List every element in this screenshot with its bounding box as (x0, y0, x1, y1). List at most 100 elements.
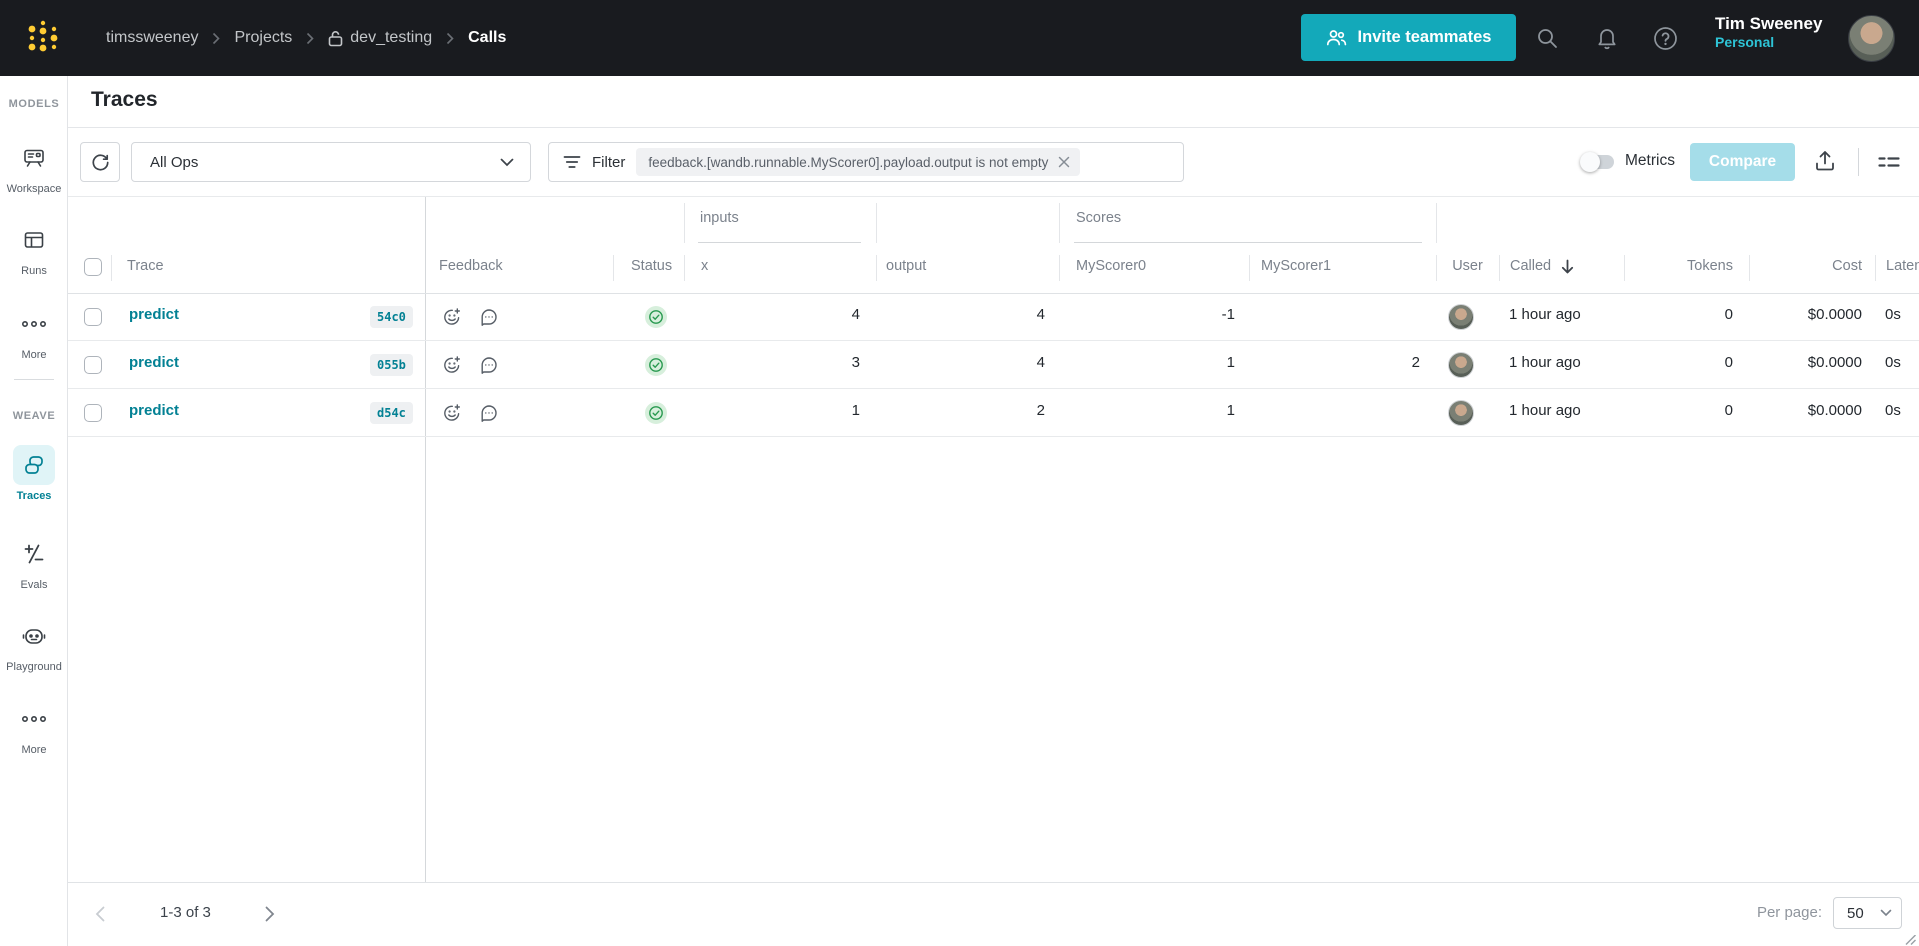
header-bottom-border (68, 293, 1919, 294)
status-success-icon (645, 402, 667, 424)
column-header-trace[interactable]: Trace (127, 258, 164, 274)
cell-output: 2 (1036, 402, 1045, 419)
invite-teammates-label: Invite teammates (1357, 28, 1492, 46)
sort-desc-arrow-icon[interactable] (1561, 259, 1574, 274)
table-row[interactable]: predict 055b 3 4 1 2 1 hour ago 0 $0.000… (68, 341, 1919, 389)
trace-op-link[interactable]: predict (129, 306, 180, 323)
column-group-inputs: inputs (700, 210, 739, 226)
column-header-output[interactable]: output (886, 258, 927, 274)
sidebar-item-more-models[interactable]: More (0, 304, 68, 361)
cell-tokens: 0 (1724, 402, 1733, 419)
filter-chip[interactable]: feedback.[wandb.runnable.MyScorer0].payl… (636, 148, 1081, 176)
row-checkbox[interactable] (84, 308, 102, 326)
column-header-called[interactable]: Called (1510, 258, 1574, 274)
resize-grip[interactable] (1904, 935, 1916, 945)
sidebar-item-label: Evals (20, 579, 48, 591)
column-header-myscorer0[interactable]: MyScorer0 (1076, 258, 1147, 274)
search-icon[interactable] (1532, 23, 1562, 53)
top-navbar: timssweeney Projects dev_testing Calls I… (0, 0, 1919, 76)
remove-filter-icon[interactable] (1058, 156, 1070, 168)
group-divider (684, 203, 685, 243)
column-header-called-label: Called (1510, 258, 1552, 274)
trace-op-link[interactable]: predict (129, 402, 180, 419)
trace-op-link[interactable]: predict (129, 354, 180, 371)
help-icon[interactable] (1650, 23, 1680, 53)
user-avatar (1448, 304, 1474, 330)
column-divider (684, 255, 685, 281)
filter-bar[interactable]: Filter feedback.[wandb.runnable.MyScorer… (548, 142, 1184, 182)
call-id-chip[interactable]: 055b (370, 354, 413, 376)
notifications-bell-icon[interactable] (1592, 23, 1622, 53)
status-success-icon (645, 354, 667, 376)
sidebar-section-weave: WEAVE (12, 410, 56, 422)
comment-bubble-icon[interactable] (480, 356, 498, 374)
column-header-tokens[interactable]: Tokens (1687, 258, 1733, 274)
sidebar-item-label: More (21, 349, 47, 361)
sidebar-item-more-weave[interactable]: More (0, 699, 68, 756)
export-icon[interactable] (1813, 149, 1839, 175)
column-header-cost[interactable]: Cost (1832, 258, 1862, 274)
column-header-user[interactable]: User (1452, 258, 1483, 274)
sidebar-item-label: Playground (6, 661, 62, 673)
sidebar-item-playground[interactable]: Playground (0, 616, 68, 673)
add-reaction-icon[interactable] (443, 404, 461, 422)
invite-teammates-button[interactable]: Invite teammates (1301, 14, 1516, 61)
column-divider (1624, 255, 1625, 281)
cell-cost: $0.0000 (1807, 354, 1862, 371)
sidebar-divider (14, 379, 54, 380)
add-reaction-icon[interactable] (443, 356, 461, 374)
call-id-chip[interactable]: 54c0 (370, 306, 413, 328)
previous-page-icon[interactable] (86, 900, 114, 928)
evals-icon (13, 534, 55, 574)
column-divider (613, 255, 614, 281)
breadcrumb-project[interactable]: dev_testing (328, 29, 432, 47)
sidebar-item-runs[interactable]: Runs (0, 220, 68, 277)
user-name: Tim Sweeney (1715, 14, 1823, 33)
sidebar-item-label: Traces (16, 490, 52, 502)
group-divider (876, 203, 877, 243)
user-avatar[interactable] (1848, 15, 1895, 62)
table-row[interactable]: predict d54c 1 2 1 1 hour ago 0 $0.0000 … (68, 389, 1919, 437)
cell-called: 1 hour ago (1509, 306, 1581, 323)
add-reaction-icon[interactable] (443, 308, 461, 326)
next-page-icon[interactable] (256, 900, 284, 928)
ops-filter-dropdown[interactable]: All Ops (131, 142, 531, 182)
compare-button[interactable]: Compare (1690, 143, 1795, 181)
sidebar-item-evals[interactable]: Evals (0, 534, 68, 591)
column-header-feedback[interactable]: Feedback (439, 258, 503, 274)
column-header-x[interactable]: x (701, 258, 709, 274)
metrics-toggle[interactable] (1580, 152, 1617, 172)
column-header-latency[interactable]: Latency (1886, 258, 1919, 274)
comment-bubble-icon[interactable] (480, 308, 498, 326)
sidebar-item-workspace[interactable]: Workspace (0, 138, 68, 195)
workspace-icon (13, 138, 55, 178)
filter-label: Filter (592, 153, 626, 171)
wandb-logo-icon[interactable] (25, 16, 61, 60)
column-header-myscorer1[interactable]: MyScorer1 (1261, 258, 1332, 274)
comment-bubble-icon[interactable] (480, 404, 498, 422)
column-divider (111, 255, 112, 281)
group-divider (1059, 203, 1060, 243)
user-menu[interactable]: Tim Sweeney Personal (1715, 13, 1822, 52)
select-all-checkbox[interactable] (84, 258, 102, 276)
refresh-button[interactable] (80, 142, 120, 182)
lock-icon (328, 30, 343, 47)
toolbar-divider (1858, 148, 1859, 176)
breadcrumb-separator-icon (306, 32, 314, 45)
breadcrumb-current-page: Calls (468, 29, 507, 46)
sidebar-item-traces[interactable]: Traces (0, 445, 68, 502)
column-header-status[interactable]: Status (631, 258, 673, 274)
per-page-label: Per page: (1756, 904, 1822, 921)
row-checkbox[interactable] (84, 404, 102, 422)
chevron-down-icon (1880, 909, 1892, 917)
row-checkbox[interactable] (84, 356, 102, 374)
column-divider (1059, 255, 1060, 281)
breadcrumb-entity[interactable]: timssweeney (106, 29, 199, 46)
breadcrumb-projects[interactable]: Projects (234, 29, 293, 46)
filter-chip-text: feedback.[wandb.runnable.MyScorer0].payl… (648, 154, 1049, 170)
column-group-scores: Scores (1076, 210, 1122, 226)
manage-columns-icon[interactable] (1878, 152, 1900, 172)
call-id-chip[interactable]: d54c (370, 402, 413, 424)
per-page-select[interactable]: 50 (1833, 897, 1902, 929)
table-row[interactable]: predict 54c0 4 4 -1 1 hour ago 0 $0.0000… (68, 293, 1919, 341)
